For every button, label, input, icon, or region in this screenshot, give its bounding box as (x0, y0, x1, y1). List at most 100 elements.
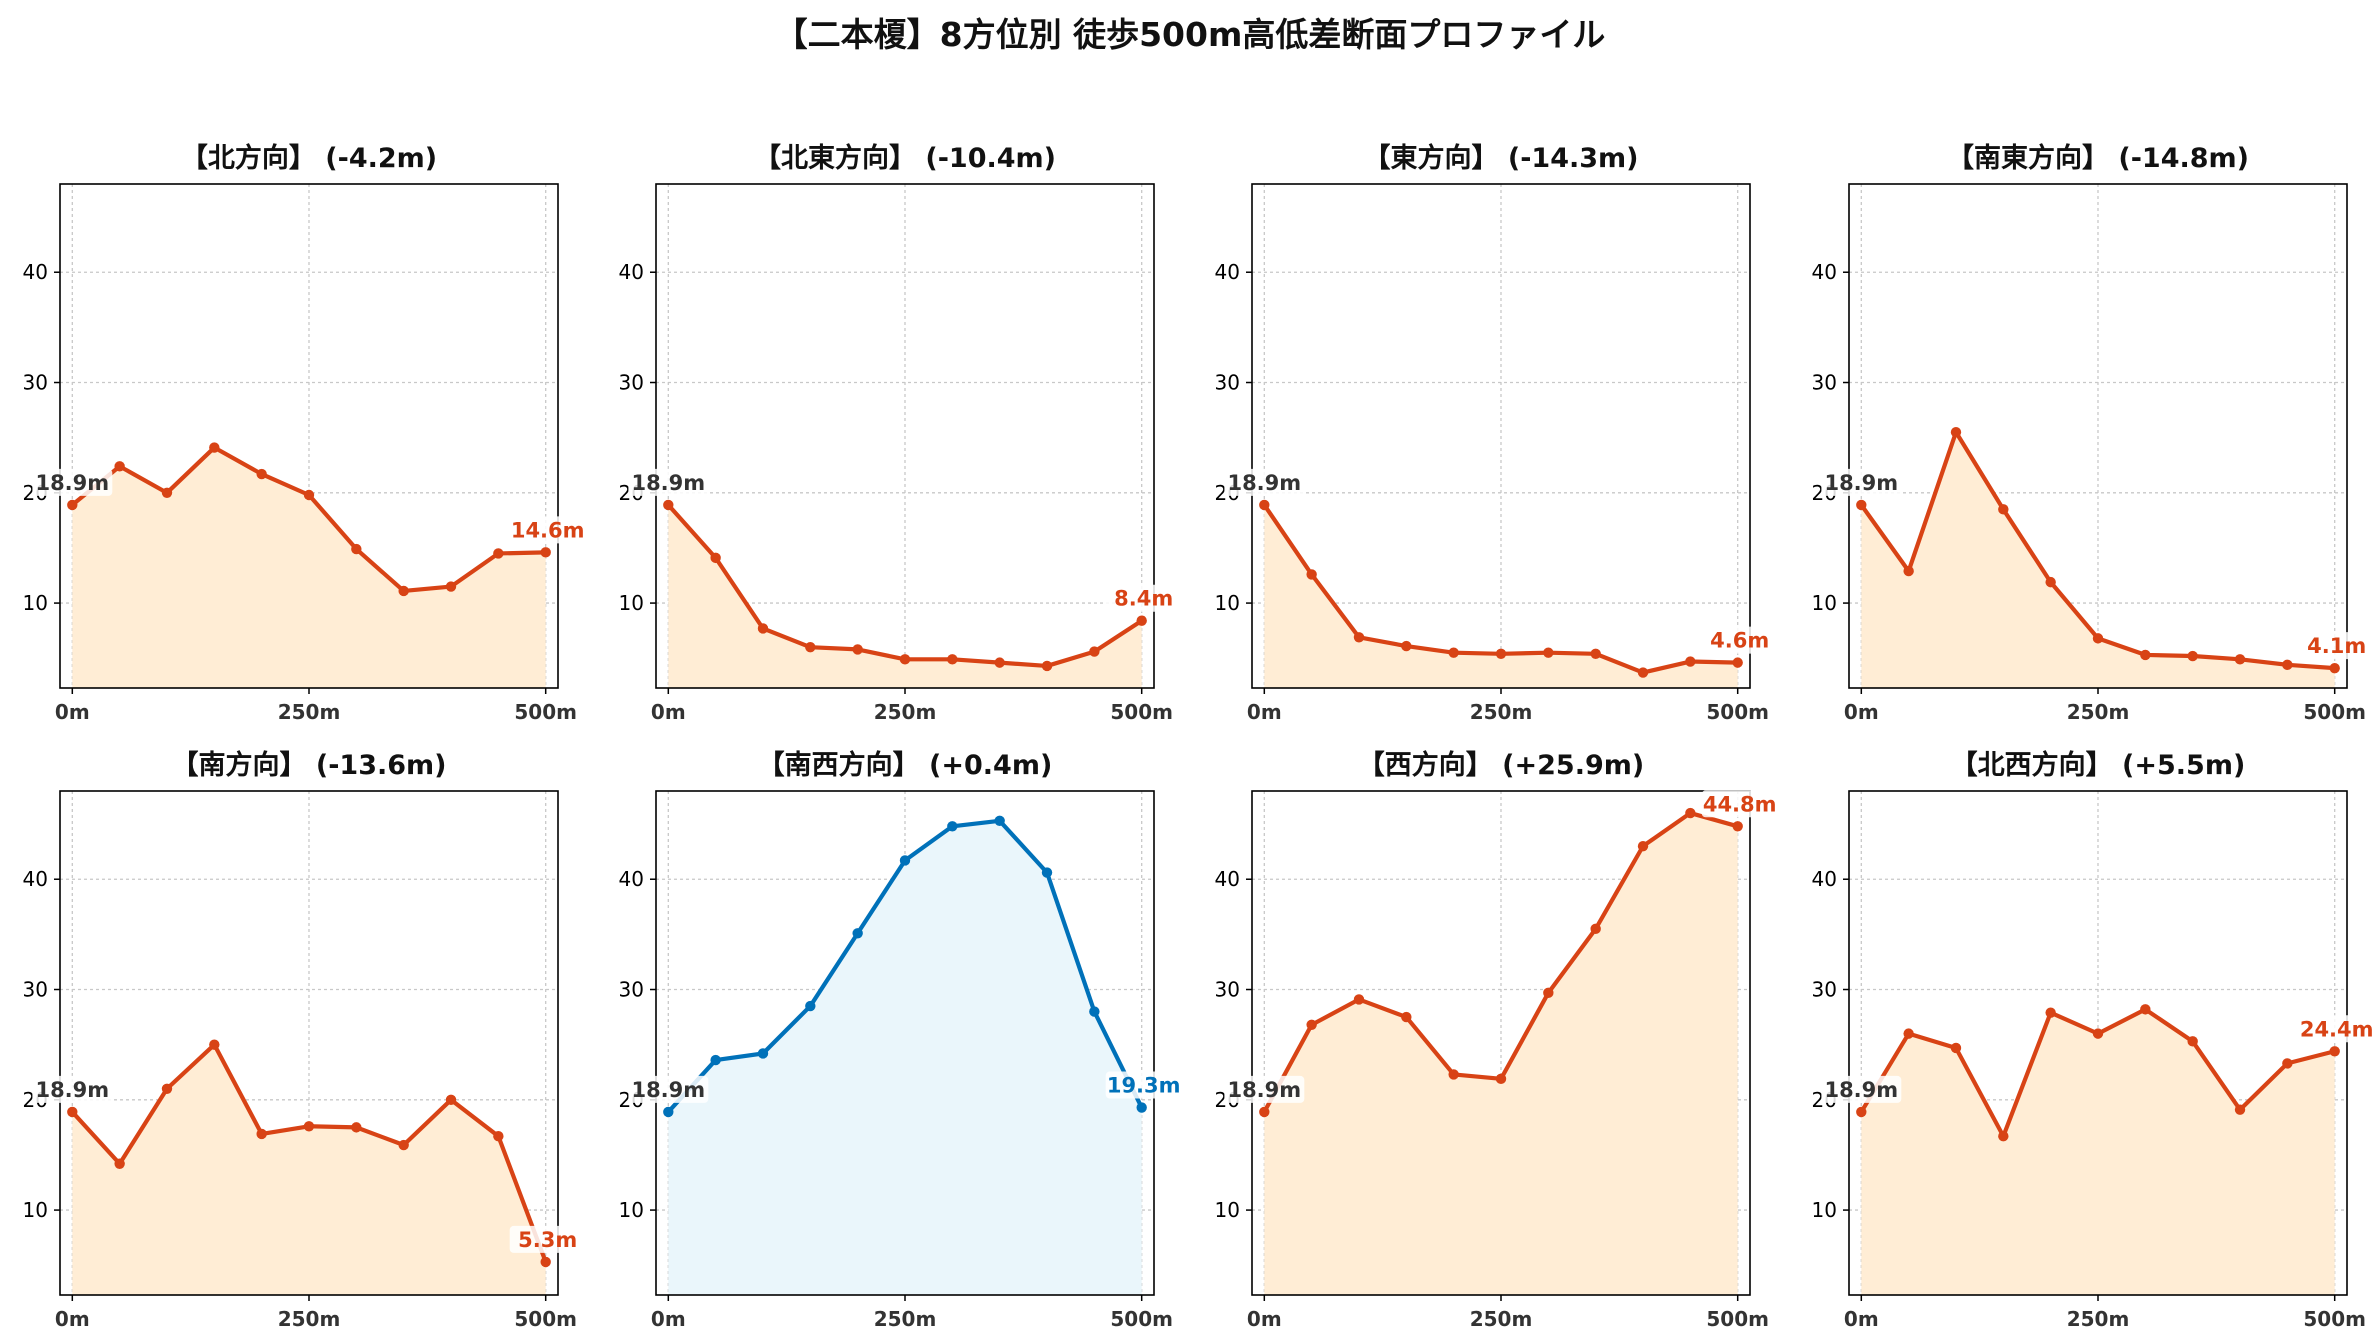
subplot-7: 102030400m250m500m【西方向】 (+25.9m)18.9m44.… (1215, 749, 1778, 1331)
data-point (67, 1106, 78, 1118)
end-label-box (509, 1225, 586, 1253)
end-label-box (1701, 790, 1778, 818)
data-point (1306, 569, 1317, 580)
y-tick-label: 40 (23, 260, 48, 284)
data-point (852, 644, 863, 655)
data-point (209, 442, 220, 453)
area-fill (668, 820, 1142, 1295)
data-point (1903, 1028, 1914, 1039)
data-point (1685, 656, 1696, 667)
start-label: 18.9m (1227, 471, 1301, 495)
y-tick-label: 30 (23, 371, 48, 395)
data-point (1401, 640, 1412, 652)
start-label: 18.9m (631, 471, 705, 495)
y-tick-label: 30 (619, 371, 644, 395)
data-point (1950, 1042, 1962, 1054)
start-label-box (628, 468, 709, 496)
end-label: 44.8m (1703, 792, 1777, 816)
data-point (757, 623, 769, 634)
x-tick-label: 250m (278, 700, 341, 724)
data-point (1448, 1069, 1459, 1080)
end-label: 24.4m (2300, 1017, 2374, 1041)
data-point (1306, 1019, 1317, 1031)
x-tick-label: 250m (278, 1307, 341, 1331)
start-label-box (1224, 468, 1305, 496)
data-point (2234, 1104, 2246, 1115)
end-label-box (509, 516, 586, 544)
data-point (1685, 807, 1696, 819)
start-label-box (1821, 1075, 1902, 1103)
end-label: 19.3m (1107, 1074, 1181, 1098)
data-point (398, 1139, 409, 1151)
area-fill (668, 504, 1142, 688)
data-point (161, 487, 173, 498)
start-label: 18.9m (35, 471, 109, 495)
data-point (256, 1128, 267, 1140)
area-fill (72, 447, 546, 688)
end-label: 4.6m (1710, 629, 1769, 653)
data-point (1041, 867, 1053, 878)
y-tick-label: 40 (1812, 260, 1837, 284)
data-point (114, 461, 125, 472)
data-point (1732, 821, 1743, 832)
end-label: 5.3m (518, 1228, 577, 1252)
y-tick-label: 30 (1215, 978, 1240, 1002)
subplot-6: 102030400m250m500m【南西方向】 (+0.4m)18.9m19.… (619, 749, 1182, 1331)
x-tick-label: 0m (55, 700, 90, 724)
data-point (303, 489, 315, 501)
data-point (1089, 646, 1100, 657)
data-point (2045, 576, 2056, 588)
end-label: 4.1m (2307, 634, 2366, 658)
data-point (351, 543, 362, 555)
data-point (493, 548, 504, 559)
data-point (1353, 994, 1365, 1005)
data-point (114, 1158, 125, 1169)
start-label: 18.9m (1824, 471, 1898, 495)
x-tick-label: 500m (1110, 700, 1173, 724)
x-tick-label: 500m (2303, 1307, 2366, 1331)
data-point (1590, 923, 1601, 935)
subplot-1: 102030400m250m500m【北方向】 (-4.2m)18.9m14.6… (23, 142, 586, 724)
data-point (757, 1048, 769, 1059)
subplot-title: 【南方向】 (-13.6m) (171, 749, 446, 781)
subplot-3: 102030400m250m500m【東方向】 (-14.3m)18.9m4.6… (1215, 142, 1778, 724)
x-tick-label: 500m (1110, 1307, 1173, 1331)
y-tick-label: 40 (619, 867, 644, 891)
start-label: 18.9m (1824, 1078, 1898, 1102)
y-tick-label: 30 (1812, 371, 1837, 395)
data-point (2140, 1004, 2151, 1015)
x-tick-label: 0m (1844, 1307, 1879, 1331)
data-point (1998, 504, 2009, 515)
x-tick-label: 250m (2067, 1307, 2130, 1331)
data-point (1856, 499, 1867, 511)
start-label-box (1821, 468, 1902, 496)
data-point (899, 654, 911, 665)
data-point (1637, 667, 1649, 678)
data-point (67, 499, 78, 511)
data-point (445, 1094, 457, 1105)
x-tick-label: 500m (514, 700, 577, 724)
data-point (1903, 565, 1914, 577)
start-label-box (32, 1075, 113, 1103)
subplot-title: 【南東方向】 (-14.8m) (1947, 142, 2249, 174)
data-point (2282, 1058, 2293, 1069)
subplot-title: 【東方向】 (-14.3m) (1363, 142, 1638, 174)
y-tick-label: 10 (619, 591, 644, 615)
subplot-title: 【北東方向】 (-10.4m) (754, 142, 1056, 174)
subplot-5: 102030400m250m500m【南方向】 (-13.6m)18.9m5.3… (23, 749, 586, 1331)
y-tick-label: 30 (1812, 978, 1837, 1002)
x-tick-label: 0m (651, 1307, 686, 1331)
y-tick-label: 30 (23, 978, 48, 1002)
data-point (663, 499, 674, 511)
data-point (1448, 647, 1459, 658)
y-tick-label: 10 (1812, 591, 1837, 615)
x-tick-label: 250m (2067, 700, 2130, 724)
data-point (2187, 1036, 2198, 1047)
x-tick-label: 0m (1844, 700, 1879, 724)
data-point (1353, 632, 1365, 643)
subplot-title: 【北方向】 (-4.2m) (181, 142, 437, 174)
data-point (1856, 1106, 1867, 1118)
start-label-box (628, 1075, 709, 1103)
data-point (899, 855, 911, 866)
